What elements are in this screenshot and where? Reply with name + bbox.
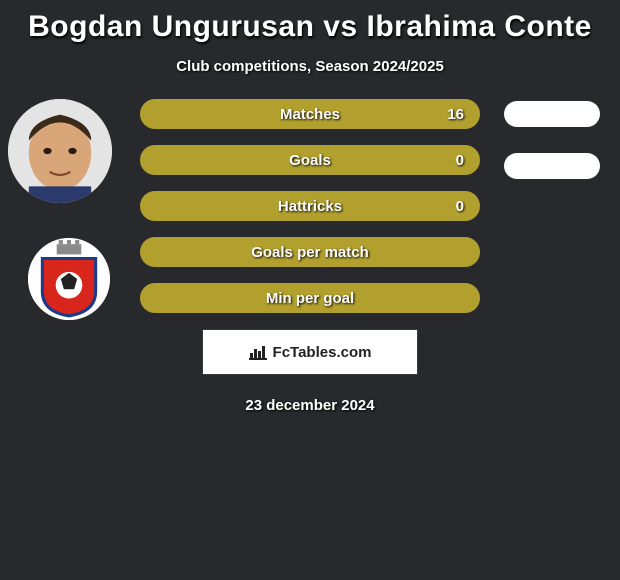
player-face-icon	[8, 99, 112, 203]
stat-row-goals: Goals 0	[140, 145, 480, 175]
stat-value: 0	[456, 152, 464, 169]
stat-label: Goals	[289, 152, 331, 169]
player-avatar	[8, 99, 112, 203]
club-crest-icon	[28, 238, 110, 320]
stat-label: Hattricks	[278, 198, 342, 215]
stat-value: 16	[447, 106, 464, 123]
stat-row-matches: Matches 16	[140, 99, 480, 129]
club-crest	[28, 238, 110, 320]
stat-label: Min per goal	[266, 290, 354, 307]
subtitle: Club competitions, Season 2024/2025	[0, 58, 620, 75]
barchart-icon	[249, 344, 267, 360]
comparison-content: Matches 16 Goals 0 Hattricks 0 Goals per…	[0, 99, 620, 414]
right-pill-2	[504, 153, 600, 179]
stat-value: 0	[456, 198, 464, 215]
stat-row-gpm: Goals per match	[140, 237, 480, 267]
watermark-text: FcTables.com	[273, 344, 372, 361]
stat-row-hattricks: Hattricks 0	[140, 191, 480, 221]
stat-row-mpg: Min per goal	[140, 283, 480, 313]
right-pill-1	[504, 101, 600, 127]
stat-label: Goals per match	[251, 244, 369, 261]
stat-label: Matches	[280, 106, 340, 123]
page-title: Bogdan Ungurusan vs Ibrahima Conte	[0, 0, 620, 44]
watermark: FcTables.com	[202, 329, 418, 375]
date: 23 december 2024	[0, 397, 620, 414]
